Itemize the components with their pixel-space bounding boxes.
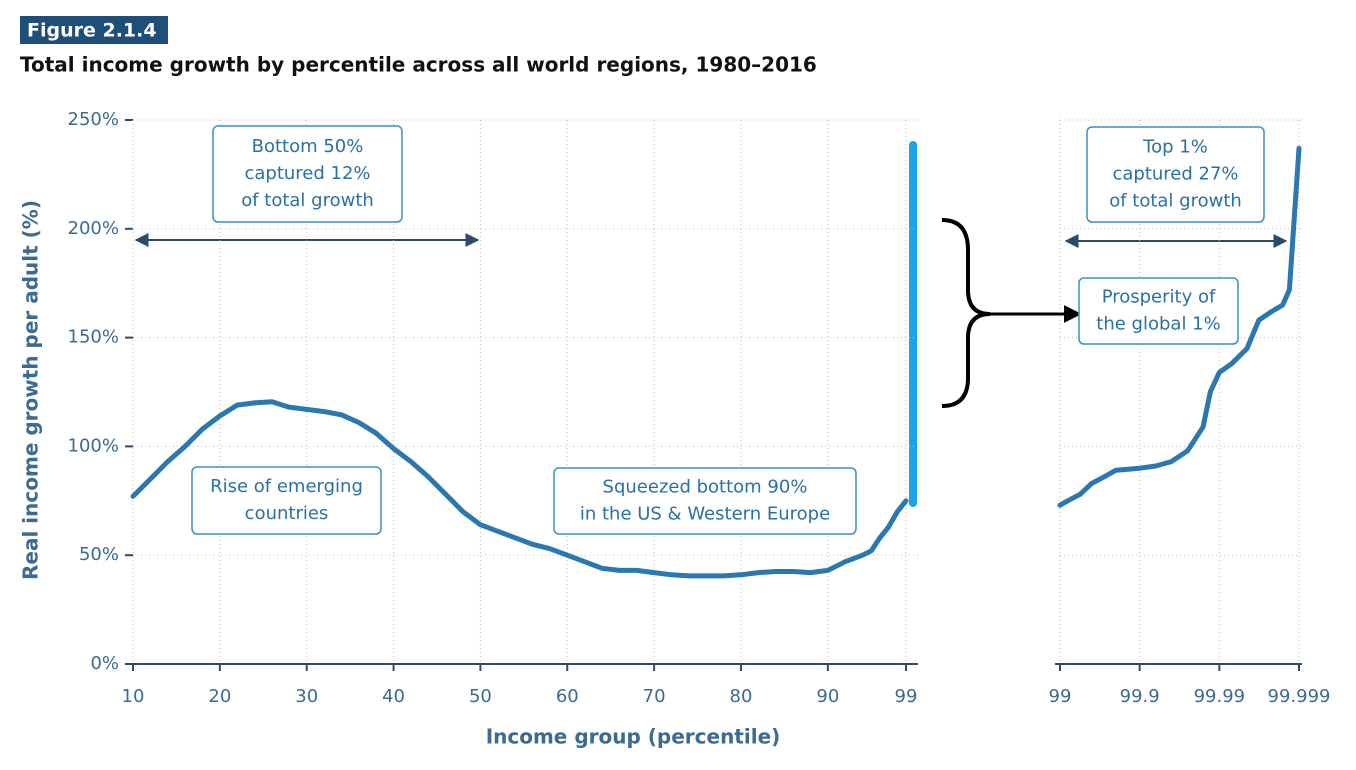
annotation-box (191, 466, 382, 535)
y-tick-label: 250% (68, 109, 119, 130)
x-tick-label: 70 (643, 686, 666, 707)
annotation-text: of total growth (1109, 191, 1242, 212)
annotation-text: countries (245, 503, 329, 524)
annotation-box (1086, 126, 1265, 223)
annotation-text: Top 1% (1142, 137, 1208, 158)
x-tick-label: 60 (556, 686, 579, 707)
x-tick-label: 99.999 (1268, 686, 1331, 707)
x-tick-label: 99.99 (1194, 686, 1246, 707)
annotation-box (553, 467, 857, 535)
x-tick-label: 90 (816, 686, 839, 707)
y-tick-label: 0% (90, 653, 119, 674)
annotation-box (212, 125, 403, 223)
x-axis-label: Income group (percentile) (486, 725, 781, 749)
x-tick-label: 10 (122, 686, 145, 707)
x-tick-label: 50 (469, 686, 492, 707)
x-tick-label: 20 (208, 686, 231, 707)
annotation-text: the global 1% (1096, 314, 1220, 335)
annotation-text: Squeezed bottom 90% (603, 477, 808, 498)
annotation-text: Bottom 50% (252, 136, 364, 157)
figure-label-box (20, 16, 168, 44)
income-growth-line (130, 399, 909, 579)
brace (941, 218, 991, 408)
y-tick-label: 50% (79, 544, 119, 565)
annotation-text: captured 12% (244, 163, 370, 184)
income-growth-line (1057, 145, 1302, 508)
annotation-text: captured 27% (1112, 164, 1238, 185)
x-tick-label: 80 (730, 686, 753, 707)
x-tick-label: 99.9 (1120, 686, 1160, 707)
x-tick-label: 99 (895, 686, 918, 707)
x-tick-label: 40 (382, 686, 405, 707)
figure-label: Figure 2.1.4 (27, 20, 157, 42)
y-tick-label: 100% (68, 435, 119, 456)
chart-title: Total income growth by percentile across… (20, 53, 817, 77)
annotation-box (1078, 277, 1239, 345)
x-tick-label: 30 (295, 686, 318, 707)
annotation-text: of total growth (241, 190, 374, 211)
annotation-text: in the US & Western Europe (580, 504, 830, 525)
annotation-text: Prosperity of (1102, 287, 1216, 308)
y-tick-label: 150% (68, 327, 119, 348)
annotation-text: Rise of emerging (210, 476, 363, 497)
y-tick-label: 200% (68, 218, 119, 239)
x-tick-label: 99 (1049, 686, 1072, 707)
y-axis-label: Real income growth per adult (%) (19, 200, 43, 580)
